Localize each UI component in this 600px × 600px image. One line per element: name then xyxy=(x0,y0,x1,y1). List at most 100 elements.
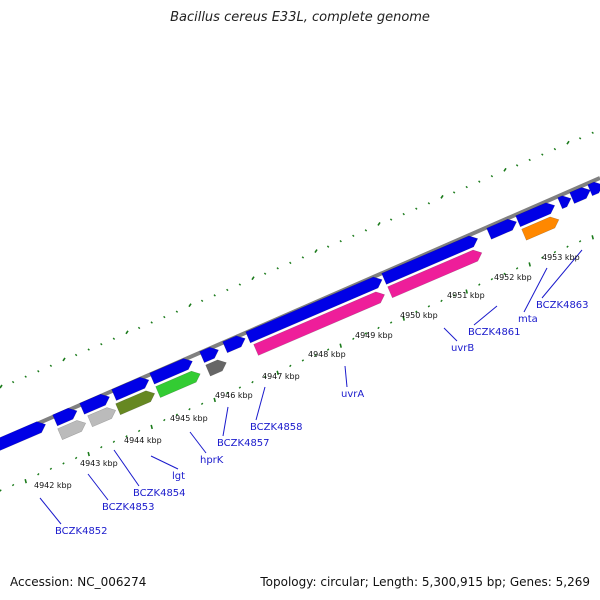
gene-arrow xyxy=(0,421,46,452)
gene-arrow xyxy=(222,335,246,354)
inner-tick xyxy=(112,440,116,443)
gene-arrow xyxy=(387,249,483,299)
gene-shape xyxy=(87,407,117,428)
inner-tick xyxy=(389,321,393,324)
gene-shape xyxy=(245,276,383,344)
gene-shape xyxy=(569,187,591,204)
gene-shape xyxy=(205,359,227,377)
inner-tick xyxy=(87,451,90,457)
leader-line xyxy=(255,386,266,421)
inner-tick xyxy=(276,370,279,375)
outer-tick xyxy=(289,261,292,265)
gene-label: uvrA xyxy=(341,389,364,400)
outer-tick xyxy=(276,267,279,270)
gene-arrow xyxy=(515,202,556,228)
leader-line xyxy=(113,449,140,487)
gene-arrow xyxy=(486,218,517,240)
outer-tick xyxy=(188,303,192,308)
inner-tick xyxy=(364,332,368,335)
outer-tick xyxy=(490,174,494,178)
gene-label: BCZK4863 xyxy=(536,300,589,311)
outer-tick xyxy=(339,240,342,243)
gene-label: lgt xyxy=(172,471,185,482)
outer-tick xyxy=(11,380,15,384)
outer-tick xyxy=(74,353,78,357)
outer-tick xyxy=(566,140,570,145)
inner-tick xyxy=(100,445,103,449)
inner-tick xyxy=(289,364,292,368)
gene-shape xyxy=(381,235,479,285)
gene-shape xyxy=(111,376,150,401)
gene-shape xyxy=(515,202,556,228)
outer-tick xyxy=(62,357,66,362)
gene-arrow xyxy=(587,181,600,197)
gene-arrow xyxy=(253,291,385,356)
tick-label: 4943 kbp xyxy=(80,459,118,468)
outer-tick xyxy=(238,283,242,286)
outer-tick xyxy=(163,315,166,319)
gene-shape xyxy=(52,407,78,427)
tick-label: 4951 kbp xyxy=(447,291,485,300)
gene-arrow xyxy=(79,393,110,415)
gene-track xyxy=(0,176,600,452)
inner-tick xyxy=(515,267,519,270)
outer-tick xyxy=(87,348,90,351)
gene-shape xyxy=(199,347,219,363)
outer-tick xyxy=(478,180,481,183)
outer-tick xyxy=(427,202,431,205)
inner-tick xyxy=(263,375,267,378)
inner-tick xyxy=(440,299,443,303)
gene-shape xyxy=(387,249,483,299)
gene-arrow xyxy=(199,347,219,363)
leader-line xyxy=(222,406,229,437)
inner-tick xyxy=(402,316,405,321)
inner-tick xyxy=(0,489,2,492)
tick-label: 4945 kbp xyxy=(170,414,208,423)
outer-tick xyxy=(389,218,393,221)
outer-tick xyxy=(326,245,330,248)
gene-arrow xyxy=(115,390,156,416)
gene-shape xyxy=(587,181,600,197)
inner-tick xyxy=(465,289,468,294)
gene-label: BCZK4861 xyxy=(468,327,521,338)
inner-tick xyxy=(238,386,242,389)
inner-tick xyxy=(591,235,594,240)
inner-tick xyxy=(553,250,557,254)
tick-label: 4952 kbp xyxy=(494,273,532,282)
tick-label: 4946 kbp xyxy=(215,391,253,400)
outer-tick xyxy=(541,153,544,156)
inner-tick xyxy=(137,429,141,433)
inner-tick xyxy=(200,402,204,406)
inner-tick xyxy=(163,418,166,422)
gene-shape xyxy=(115,390,156,416)
inner-tick xyxy=(125,435,128,438)
gene-arrow xyxy=(557,195,572,210)
label-leaders xyxy=(39,249,583,525)
inner-tick xyxy=(415,310,418,313)
gene-label: BCZK4854 xyxy=(133,488,186,499)
inner-tick xyxy=(213,397,216,403)
inner-tick xyxy=(326,348,330,351)
map-labels: 4942 kbp 4943 kbp 4944 kbp 4945 kbp 4946 kbp… xyxy=(34,253,589,537)
gene-label: BCZK4853 xyxy=(102,502,155,513)
leader-line xyxy=(523,267,548,313)
inner-tick xyxy=(175,413,179,416)
gene-shape xyxy=(521,216,560,241)
leader-line xyxy=(87,473,109,501)
inner-tick xyxy=(301,359,305,362)
inner-tick xyxy=(11,483,15,487)
outer-tick xyxy=(352,234,355,238)
inner-tick xyxy=(566,245,569,248)
inner-tick xyxy=(528,262,531,267)
outer-tick xyxy=(301,256,305,259)
outer-tick xyxy=(465,185,468,189)
inner-tick xyxy=(314,353,317,357)
leader-line xyxy=(150,455,179,470)
outer-tick xyxy=(440,194,444,199)
gene-shape xyxy=(557,195,572,210)
inner-tick xyxy=(490,277,494,281)
inner-tick xyxy=(251,380,254,384)
leader-line xyxy=(189,431,207,454)
inner-tick xyxy=(49,467,53,471)
gene-arrow xyxy=(381,235,479,285)
